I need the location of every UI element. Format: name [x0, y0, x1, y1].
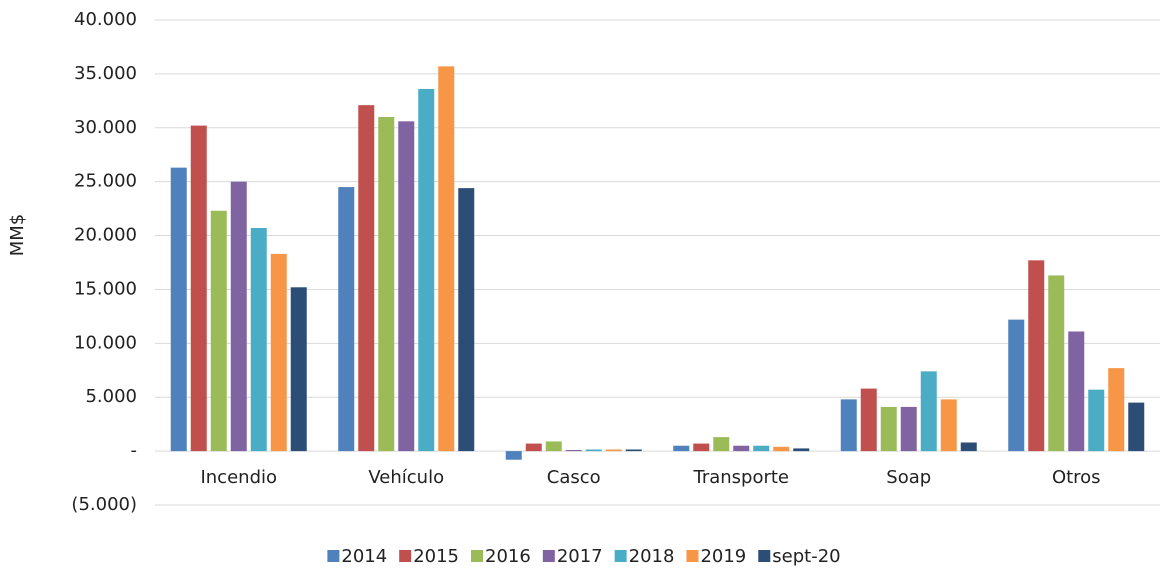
bar	[458, 188, 475, 452]
bar	[920, 371, 937, 452]
bar	[250, 228, 267, 452]
bar	[960, 442, 977, 452]
bar	[545, 441, 562, 452]
bar	[880, 406, 897, 452]
legend-label: 2018	[629, 546, 675, 567]
y-axis-label: MM$	[7, 214, 28, 257]
bar	[565, 450, 582, 452]
legend-swatch	[614, 550, 627, 562]
bar	[358, 105, 375, 452]
y-tick-label: -	[131, 440, 138, 461]
bar	[860, 388, 877, 452]
legend-label: 2019	[700, 546, 746, 567]
legend-swatch	[758, 550, 771, 562]
y-tick-label: (5.000)	[71, 494, 137, 515]
bar	[438, 66, 455, 452]
bar	[525, 443, 542, 452]
bar	[693, 443, 710, 452]
legend-label: 2017	[557, 546, 603, 567]
legend-swatch	[686, 550, 699, 562]
bar	[733, 445, 750, 452]
bar	[270, 253, 287, 452]
legend-swatch	[327, 550, 340, 562]
bar	[290, 287, 307, 452]
x-tick-label: Vehículo	[368, 467, 444, 488]
bar	[940, 399, 957, 452]
bar	[840, 399, 857, 452]
x-tick-label: Incendio	[200, 467, 277, 488]
bar	[1028, 260, 1045, 452]
legend-swatch	[542, 550, 555, 562]
x-tick-label: Otros	[1052, 467, 1101, 488]
legend-label: 2014	[341, 546, 387, 567]
bar	[713, 437, 730, 452]
bar	[793, 448, 810, 452]
bar	[1108, 368, 1125, 452]
x-tick-label: Transporte	[692, 467, 789, 488]
y-tick-label: 30.000	[74, 117, 137, 138]
bar	[505, 451, 522, 460]
legend-label: sept-20	[772, 546, 840, 567]
y-tick-label: 5.000	[85, 386, 137, 407]
bar	[1068, 331, 1085, 452]
legend-swatch	[399, 550, 412, 562]
bar	[170, 167, 187, 452]
bar	[230, 181, 247, 452]
legend-swatch	[471, 550, 484, 562]
bar	[338, 187, 355, 452]
bar	[398, 121, 415, 452]
bar	[673, 445, 690, 452]
bar	[1128, 402, 1145, 452]
bar	[1088, 389, 1105, 452]
legend-label: 2016	[485, 546, 531, 567]
x-tick-label: Casco	[547, 467, 601, 488]
bar	[753, 445, 770, 452]
bar	[190, 125, 207, 452]
bar	[773, 446, 790, 452]
bar	[1048, 275, 1065, 452]
bar	[378, 117, 395, 452]
legend-label: 2015	[413, 546, 459, 567]
bar	[625, 449, 642, 452]
x-tick-label: Soap	[886, 467, 931, 488]
bar	[585, 449, 602, 452]
y-tick-label: 40.000	[74, 9, 137, 30]
bar	[1008, 319, 1025, 452]
bar	[605, 449, 622, 452]
y-tick-label: 10.000	[74, 332, 137, 353]
y-tick-label: 15.000	[74, 278, 137, 299]
bar	[418, 88, 435, 452]
y-tick-label: 35.000	[74, 63, 137, 84]
bar	[900, 406, 917, 452]
bar	[210, 210, 227, 452]
y-tick-label: 20.000	[74, 225, 137, 246]
y-tick-label: 25.000	[74, 171, 137, 192]
